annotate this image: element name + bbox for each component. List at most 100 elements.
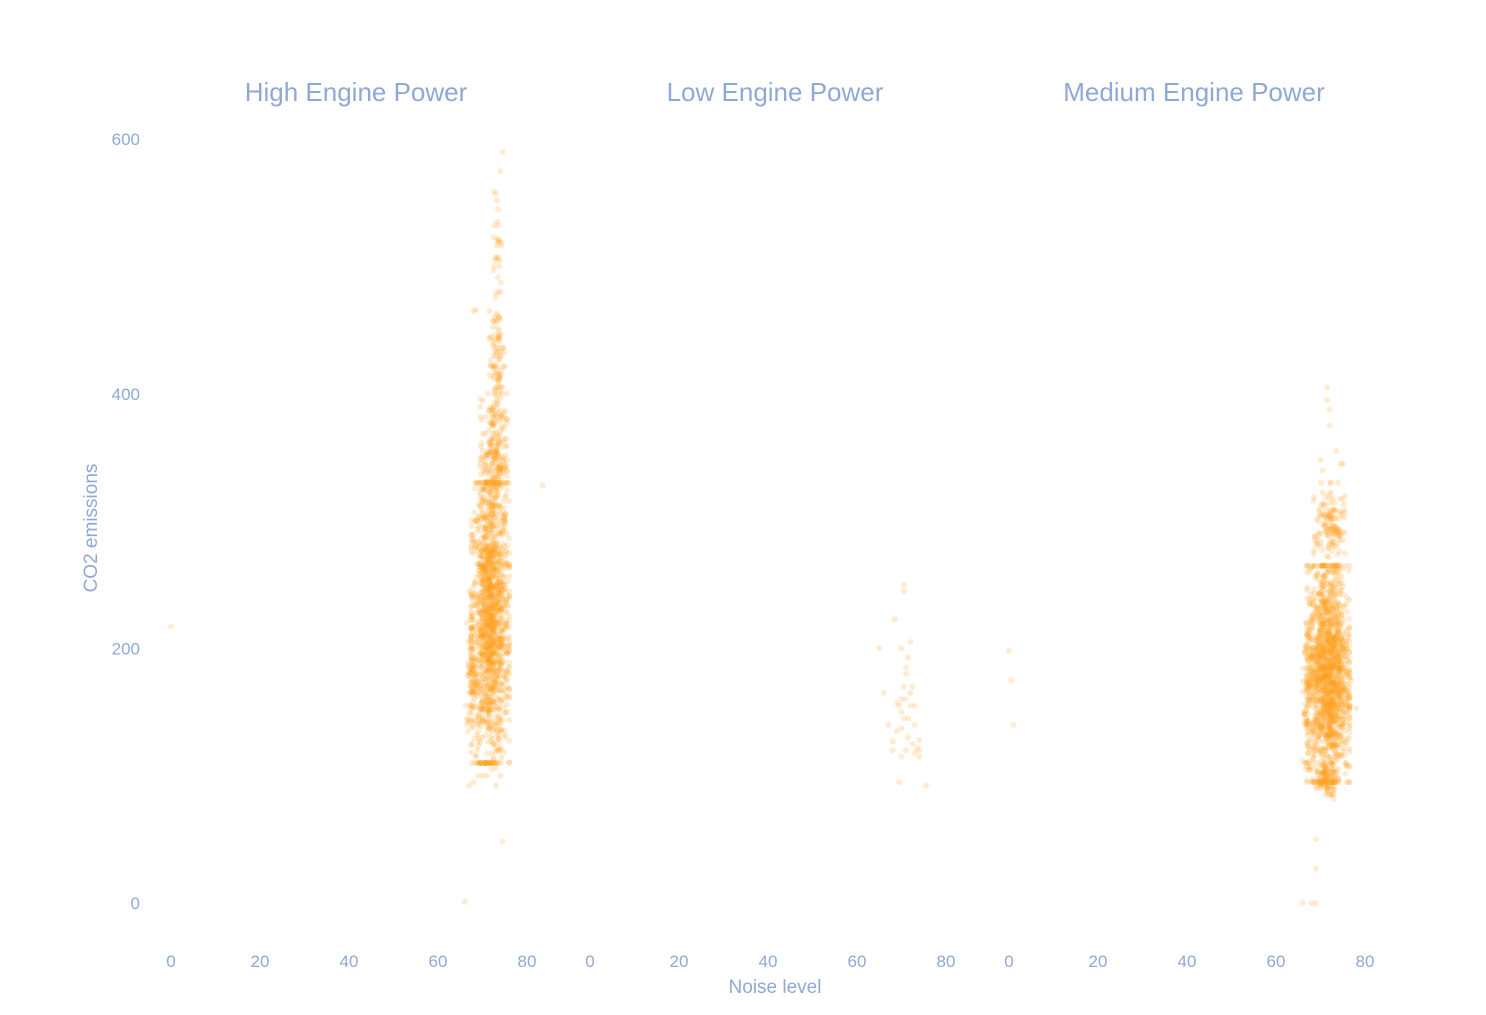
data-point — [503, 443, 509, 450]
data-point — [496, 375, 503, 382]
data-point — [470, 537, 477, 544]
data-point — [481, 576, 488, 583]
data-point — [472, 639, 478, 646]
data-point — [495, 466, 502, 473]
data-point — [471, 509, 478, 516]
data-point — [506, 617, 513, 624]
data-point — [494, 572, 501, 579]
data-point — [1321, 523, 1328, 530]
data-point — [486, 659, 493, 666]
data-point — [490, 684, 497, 691]
data-point — [506, 647, 513, 654]
data-point — [468, 517, 475, 524]
data-point — [1336, 668, 1343, 675]
data-point — [1345, 567, 1352, 574]
data-point — [487, 685, 494, 692]
data-point — [486, 578, 493, 585]
data-point — [907, 690, 914, 696]
x-tick-label: 20 — [1089, 952, 1108, 971]
data-point — [483, 656, 490, 663]
data-point — [470, 593, 477, 600]
data-point — [488, 633, 495, 640]
data-point — [500, 710, 507, 717]
data-point — [1311, 637, 1318, 644]
x-tick-label: 60 — [1267, 952, 1286, 971]
data-point — [483, 587, 490, 594]
data-point — [497, 579, 504, 585]
data-point — [491, 631, 498, 638]
data-point — [495, 620, 502, 627]
data-point — [496, 603, 502, 610]
data-point — [1337, 692, 1344, 699]
data-point — [482, 413, 489, 420]
data-point — [488, 629, 495, 636]
data-point — [464, 728, 471, 735]
data-point — [484, 698, 490, 705]
data-point — [489, 479, 496, 486]
data-point — [486, 608, 493, 615]
data-point — [1330, 786, 1337, 793]
data-point — [484, 667, 491, 674]
y-tick-label: 0 — [131, 894, 140, 913]
data-point — [479, 698, 486, 705]
data-point — [484, 688, 491, 695]
data-points — [168, 148, 1360, 906]
data-point — [496, 659, 503, 666]
data-point — [468, 760, 475, 766]
data-point — [495, 491, 502, 498]
data-point — [1336, 561, 1343, 568]
data-point — [487, 594, 494, 601]
data-point — [490, 707, 497, 714]
data-point — [497, 550, 504, 557]
data-point — [496, 636, 503, 643]
data-point — [487, 589, 494, 596]
data-point — [502, 560, 509, 567]
data-point — [896, 779, 903, 786]
data-point — [475, 742, 482, 749]
data-point — [491, 687, 498, 693]
data-point — [470, 550, 477, 557]
data-point — [489, 624, 496, 631]
data-point — [480, 707, 487, 714]
data-point — [485, 584, 491, 591]
data-point — [506, 592, 513, 599]
data-point — [468, 656, 475, 663]
data-point — [1346, 695, 1353, 702]
data-point — [493, 595, 500, 602]
data-point — [481, 591, 488, 598]
data-point — [491, 615, 498, 621]
data-point — [490, 631, 497, 638]
data-point — [486, 612, 493, 619]
data-point — [492, 430, 499, 437]
data-point — [492, 749, 499, 756]
data-point — [478, 690, 485, 697]
data-point — [491, 552, 498, 558]
data-point — [1325, 733, 1332, 739]
x-tick-label: 40 — [1178, 952, 1197, 971]
data-point — [485, 655, 492, 662]
data-point — [1339, 709, 1346, 716]
data-point — [484, 586, 491, 593]
data-point — [501, 515, 508, 522]
data-point — [481, 570, 488, 577]
data-point — [496, 338, 503, 345]
data-point — [486, 657, 493, 664]
data-point — [493, 581, 500, 588]
data-point — [487, 574, 494, 581]
data-point — [500, 603, 506, 610]
data-point — [489, 691, 496, 698]
data-point — [479, 661, 486, 668]
data-point — [481, 618, 488, 625]
data-point — [1328, 645, 1335, 652]
data-point — [471, 760, 478, 766]
data-point — [479, 540, 486, 547]
data-point — [891, 616, 898, 623]
data-point — [506, 686, 513, 693]
data-point — [1323, 569, 1330, 575]
data-point — [489, 606, 496, 613]
data-point — [539, 482, 546, 489]
data-point — [483, 512, 490, 519]
data-point — [485, 605, 492, 612]
data-point — [481, 627, 488, 634]
data-point — [480, 484, 487, 491]
